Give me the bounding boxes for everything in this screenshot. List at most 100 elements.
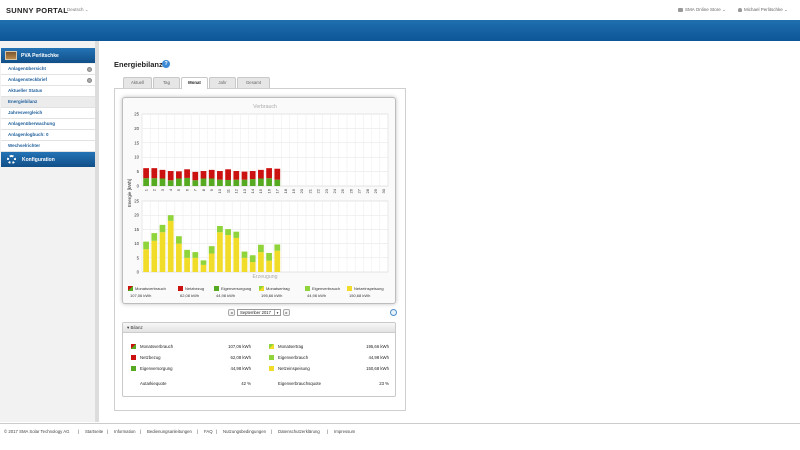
x-tick-label: 4: [168, 188, 173, 191]
x-tick-label: 19: [291, 188, 296, 193]
sidebar-item-anlagensteckbrief[interactable]: Anlagensteckbrief: [1, 75, 95, 86]
legend-value: 150,68 kWh: [349, 293, 371, 298]
bar-netzeinspeisung: [208, 253, 215, 272]
x-tick-label: 5: [176, 188, 181, 191]
bilanz-label: Eigenversorgung: [140, 366, 173, 371]
sidebar-item-label: Anlagenübersicht: [8, 66, 47, 71]
panel-title: Verbrauch: [253, 104, 277, 110]
footer-link-nutzungsbedingungen[interactable]: Nutzungsbedingungen: [223, 429, 267, 434]
footer-link-startseite[interactable]: Startseite: [85, 429, 104, 434]
footer-link-information[interactable]: Information: [114, 429, 136, 434]
bar-eigenversorgung: [159, 178, 166, 186]
legend-value: 107,06 kWh: [130, 293, 152, 298]
x-tick-label: 1: [143, 188, 148, 191]
export-icon[interactable]: [390, 309, 397, 316]
x-tick-label: 16: [266, 188, 271, 193]
bar-eigenverbrauch: [233, 231, 240, 238]
tab-tag[interactable]: Tag: [153, 77, 180, 88]
header-banner: [0, 20, 800, 41]
next-month-button[interactable]: ▸: [283, 309, 290, 316]
cart-icon: [678, 7, 683, 12]
sidebar-item-jahresvergleich[interactable]: Jahresvergleich: [1, 108, 95, 119]
sidebar-item-label: Jahresvergleich: [8, 110, 43, 115]
sidebar-item-label: Anlagenüberwachung: [8, 121, 56, 126]
bilanz-header[interactable]: ▾ Bilanz: [123, 323, 395, 333]
bar-netzeinspeisung: [258, 252, 264, 272]
x-tick-label: 15: [258, 188, 263, 193]
footer-sep: |: [271, 429, 273, 434]
tab-monat[interactable]: Monat: [181, 77, 208, 89]
footer-link-bedienungsanleitungen[interactable]: Bedienungsanleitungen: [147, 429, 192, 434]
bar-eigenversorgung: [233, 179, 240, 186]
footer-link-faq[interactable]: FAQ: [204, 429, 213, 434]
settings-icon[interactable]: [87, 66, 92, 72]
bar-netzbezug: [143, 168, 149, 179]
help-icon[interactable]: ?: [162, 60, 170, 68]
bar-eigenverbrauch: [143, 241, 149, 250]
bilanz-label: Netzbezug: [140, 355, 161, 360]
sidebar-item-anlagenuebersicht[interactable]: Anlagenübersicht: [1, 64, 95, 75]
month-select[interactable]: September 2017 ▾: [237, 309, 281, 316]
bar-eigenversorgung: [266, 178, 272, 186]
previous-month-button[interactable]: ◂: [228, 309, 235, 316]
bar-netzeinspeisung: [241, 257, 248, 272]
user-menu[interactable]: Michael Perlitschke ⌄: [738, 7, 788, 13]
bar-netzbezug: [159, 169, 166, 179]
bar-netzeinspeisung: [167, 220, 174, 272]
gear-icon: [7, 155, 16, 164]
bar-eigenverbrauch: [266, 252, 272, 261]
bar-eigenversorgung: [258, 178, 264, 186]
x-tick-label: 21: [307, 188, 312, 193]
sidebar-item-energiebilanz[interactable]: Energiebilanz: [1, 97, 95, 108]
x-tick-label: 22: [316, 188, 321, 193]
bar-netzeinspeisung: [233, 237, 240, 272]
bar-netzbezug: [241, 171, 248, 180]
x-tick-label: 18: [283, 188, 288, 193]
bar-netzbezug: [151, 168, 158, 179]
tab-aktuell[interactable]: Aktuell: [123, 77, 152, 88]
sidebar-item-konfiguration[interactable]: Konfiguration: [1, 152, 95, 167]
y-tick-label: 0: [137, 270, 140, 275]
footer-sep: |: [140, 429, 142, 434]
bilanz-panel: ▾ Bilanz Monatsverbrauch 107,06 kWh Netzb…: [122, 322, 396, 397]
bilanz-swatch: [131, 366, 136, 371]
sidebar-divider: [96, 41, 99, 422]
x-tick-label: 26: [348, 188, 353, 193]
bar-netzeinspeisung: [184, 257, 190, 272]
tab-jahr[interactable]: Jahr: [209, 77, 236, 88]
bar-eigenversorgung: [192, 180, 199, 186]
x-tick-label: 17: [275, 188, 280, 193]
bilanz-value: 44,98 kWh: [368, 355, 389, 360]
tab-gesamt[interactable]: Gesamt: [237, 77, 270, 88]
sidebar-item-wechselrichter[interactable]: Wechselrichter: [1, 141, 95, 152]
bilanz-value: 23 %: [379, 381, 389, 386]
plant-header[interactable]: PVA Perlitschke: [1, 48, 95, 63]
sidebar-item-anlagenueberwachung[interactable]: Anlagenüberwachung: [1, 119, 95, 130]
bar-eigenversorgung: [241, 179, 248, 186]
y-tick-label: 20: [134, 213, 139, 218]
sidebar-item-aktueller-status[interactable]: Aktueller Status: [1, 86, 95, 97]
footer-link-datenschutz[interactable]: Datenschutzerklärung: [278, 429, 320, 434]
bilanz-label: Netzeinspeisung: [278, 366, 310, 371]
bilanz-title: Bilanz: [130, 325, 143, 330]
x-tick-label: 30: [381, 188, 386, 193]
legend-value: 44,98 kWh: [307, 293, 327, 298]
language-selector[interactable]: Deutsch ⌄: [67, 7, 89, 12]
sidebar-item-anlagenlogbuch[interactable]: Anlagenlogbuch: 0: [1, 130, 95, 141]
y-tick-label: 15: [134, 227, 139, 232]
legend-label: Eigenverbrauch: [312, 286, 341, 291]
legend-eigenversorgung: Eigenversorgung 44,98 kWh: [214, 286, 251, 298]
footer-link-impressum[interactable]: Impressum: [334, 429, 356, 434]
bar-netzeinspeisung: [274, 250, 281, 272]
x-tick-label: 13: [242, 188, 247, 193]
bar-eigenversorgung: [151, 178, 158, 186]
bar-netzbezug: [192, 171, 199, 181]
user-name: Michael Perlitschke ⌄: [744, 7, 788, 12]
bar-netzeinspeisung: [217, 232, 223, 272]
portal-logo[interactable]: SUNNY PORTAL: [6, 6, 69, 15]
bar-eigenverbrauch: [200, 260, 207, 265]
legend-label: Monatsertrag: [266, 286, 290, 291]
legend-monatsverbrauch: Monatsverbrauch 107,06 kWh: [128, 286, 166, 298]
settings-icon[interactable]: [87, 77, 92, 83]
online-store-link[interactable]: SMA Online Store ⌄: [678, 7, 726, 13]
